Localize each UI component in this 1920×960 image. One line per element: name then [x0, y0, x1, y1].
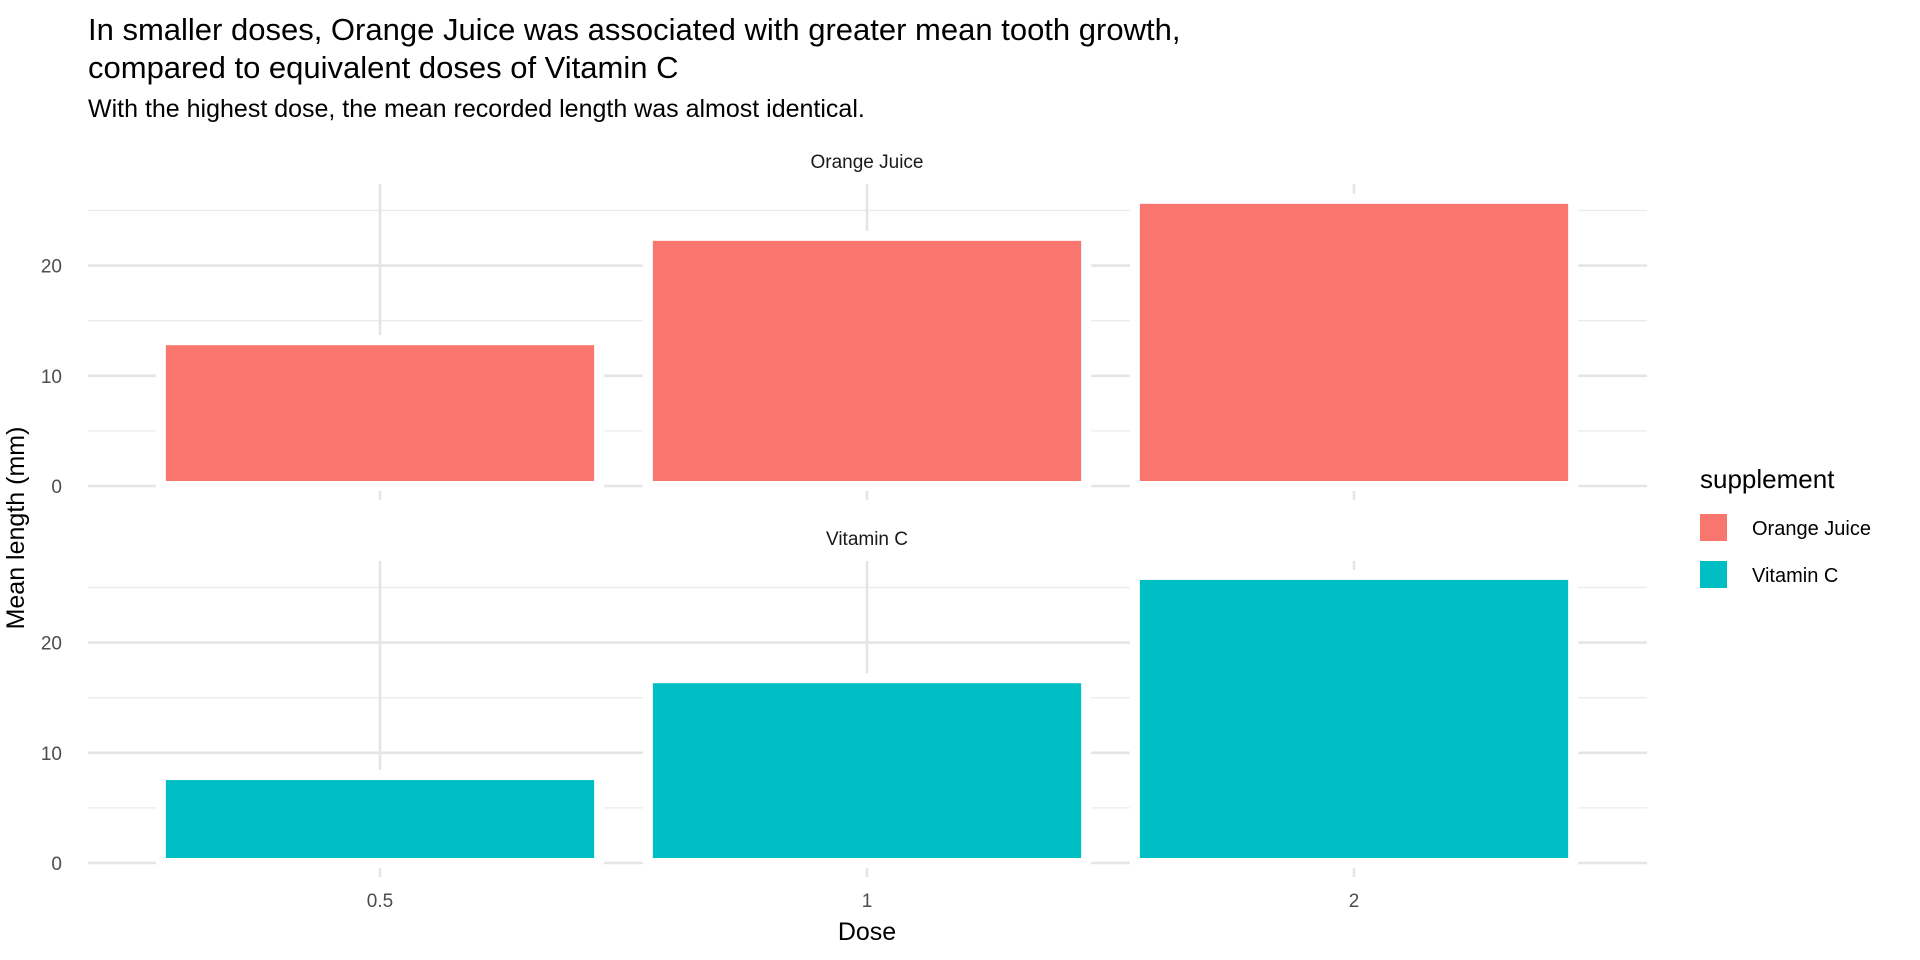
legend-title: supplement [1700, 464, 1835, 494]
legend-label-orange-juice: Orange Juice [1752, 518, 1871, 540]
legend-item-vitamin-c: Vitamin C [1700, 561, 1838, 588]
chart-subtitle: With the highest dose, the mean recorded… [88, 95, 865, 123]
bar-vitamin-c-dose-2 [1129, 569, 1579, 868]
legend-item-orange-juice: Orange Juice [1700, 514, 1871, 541]
y-tick-label: 20 [41, 257, 62, 278]
bar-vitamin-c-dose-0.5 [155, 770, 605, 869]
bar-orange-juice-dose-1 [642, 230, 1092, 491]
y-axis-title: Mean length (mm) [2, 427, 30, 630]
facet-label-orange-juice: Orange Juice [810, 152, 923, 173]
chart-title-line2: compared to equivalent doses of Vitamin … [88, 50, 678, 85]
legend-key-vitamin-c [1700, 561, 1727, 588]
panel-vitamin-c: Vitamin C 0 10 20 [41, 529, 1647, 877]
legend-key-orange-juice [1700, 514, 1727, 541]
y-tick-label: 0 [51, 854, 62, 875]
bar-orange-juice-dose-2 [1129, 193, 1579, 492]
y-tick-label: 10 [41, 744, 62, 765]
legend-label-vitamin-c: Vitamin C [1752, 565, 1838, 587]
y-tick-label: 0 [51, 477, 62, 498]
panel-orange-juice: Orange Juice 0 10 20 [41, 152, 1647, 500]
x-tick-label: 1 [862, 891, 873, 912]
chart-title: In smaller doses, Orange Juice was assoc… [88, 12, 1180, 47]
y-tick-label: 20 [41, 634, 62, 655]
facet-label-vitamin-c: Vitamin C [826, 529, 908, 550]
bar-orange-juice-dose-0.5 [155, 335, 605, 492]
x-axis-title: Dose [838, 918, 896, 946]
x-tick-label: 2 [1349, 891, 1360, 912]
x-tick-label: 0.5 [367, 891, 393, 912]
y-tick-label: 10 [41, 367, 62, 388]
bar-vitamin-c-dose-1 [642, 673, 1092, 868]
